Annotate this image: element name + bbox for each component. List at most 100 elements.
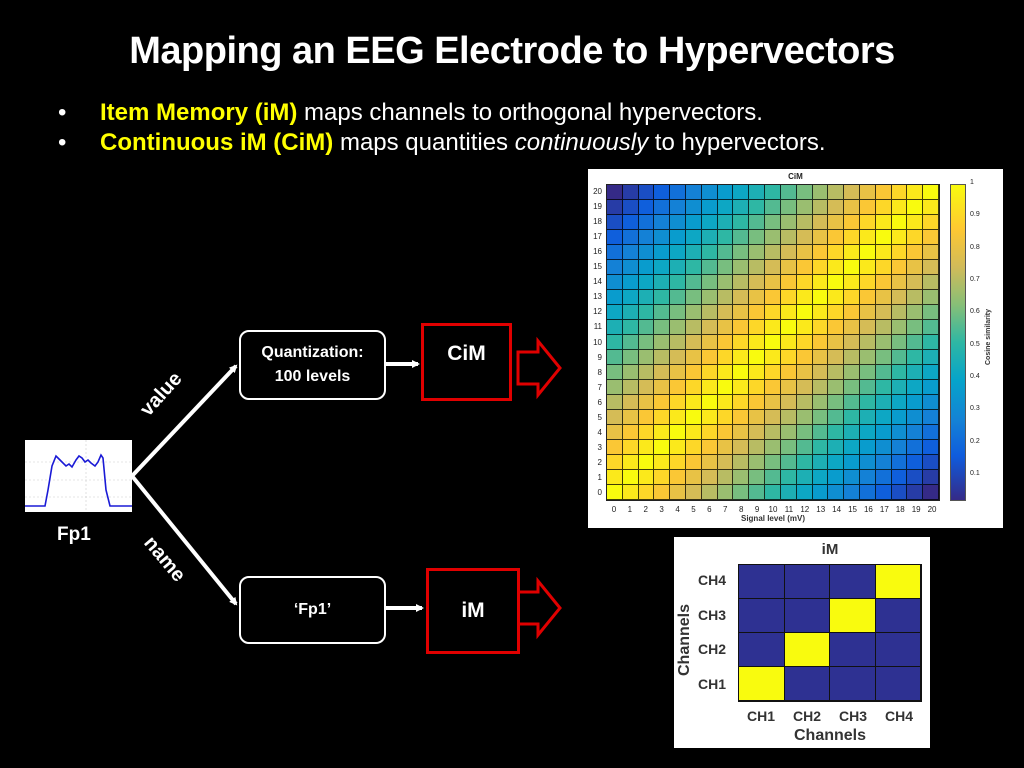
heatmap-cell bbox=[670, 380, 687, 395]
heatmap-cell bbox=[701, 440, 718, 455]
im-y-tick-label: CH1 bbox=[698, 675, 727, 692]
heatmap-cell bbox=[923, 455, 939, 470]
heatmap-cell bbox=[784, 565, 830, 599]
heatmap-cell bbox=[923, 410, 939, 425]
heatmap-cell bbox=[923, 275, 939, 290]
heatmap-cell bbox=[765, 455, 781, 470]
heatmap-cell bbox=[812, 260, 829, 275]
x-tick-label: 11 bbox=[784, 505, 794, 514]
x-tick-label: 13 bbox=[816, 505, 826, 514]
heatmap-cell bbox=[749, 215, 766, 230]
heatmap-cell bbox=[923, 485, 939, 500]
heatmap-cell bbox=[765, 230, 781, 245]
name-box-label: ‘Fp1’ bbox=[293, 601, 332, 618]
heatmap-cell bbox=[765, 305, 781, 320]
heatmap-cell bbox=[907, 275, 924, 290]
heatmap-cell bbox=[670, 395, 687, 410]
heatmap-cell bbox=[749, 185, 766, 200]
heatmap-cell bbox=[859, 215, 876, 230]
heatmap-cell bbox=[875, 215, 892, 230]
heatmap-cell bbox=[701, 365, 718, 380]
heatmap-cell bbox=[859, 380, 876, 395]
heatmap-cell bbox=[812, 395, 829, 410]
heatmap-cell bbox=[638, 350, 655, 365]
heatmap-cell bbox=[654, 260, 671, 275]
heatmap-cell bbox=[749, 380, 766, 395]
heatmap-cell bbox=[828, 260, 845, 275]
heatmap-cell bbox=[733, 290, 750, 305]
heatmap-cell bbox=[654, 275, 671, 290]
heatmap-cell bbox=[891, 245, 908, 260]
y-tick-label: 18 bbox=[593, 216, 602, 226]
heatmap-cell bbox=[686, 185, 702, 200]
heatmap-cell bbox=[812, 185, 829, 200]
heatmap-cell bbox=[607, 395, 623, 410]
heatmap-cell bbox=[607, 215, 623, 230]
heatmap-cell bbox=[765, 320, 781, 335]
heatmap-cell bbox=[701, 290, 718, 305]
heatmap-cell bbox=[638, 230, 655, 245]
heatmap-cell bbox=[907, 335, 924, 350]
x-tick-label: 6 bbox=[707, 505, 712, 514]
heatmap-cell bbox=[780, 365, 797, 380]
heatmap-cell bbox=[670, 320, 687, 335]
heatmap-cell bbox=[622, 335, 639, 350]
y-tick-label: 11 bbox=[593, 322, 602, 332]
heatmap-cell bbox=[812, 485, 829, 500]
heatmap-cell bbox=[733, 305, 750, 320]
im-box: iM bbox=[426, 568, 520, 654]
heatmap-cell bbox=[891, 215, 908, 230]
heatmap-cell bbox=[812, 365, 829, 380]
heatmap-cell bbox=[765, 200, 781, 215]
heatmap-cell bbox=[907, 290, 924, 305]
heatmap-cell bbox=[796, 380, 813, 395]
cim-box-label: CiM bbox=[447, 342, 486, 365]
heatmap-cell bbox=[622, 230, 639, 245]
heatmap-cell bbox=[812, 290, 829, 305]
heatmap-cell bbox=[796, 410, 813, 425]
heatmap-cell bbox=[717, 320, 734, 335]
heatmap-cell bbox=[875, 395, 892, 410]
heatmap-cell bbox=[765, 245, 781, 260]
heatmap-cell bbox=[923, 185, 939, 200]
heatmap-cell bbox=[686, 425, 702, 440]
heatmap-cell bbox=[907, 470, 924, 485]
heatmap-cell bbox=[765, 350, 781, 365]
heatmap-cell bbox=[828, 380, 845, 395]
heatmap-cell bbox=[622, 185, 639, 200]
heatmap-cell bbox=[859, 410, 876, 425]
heatmap-cell bbox=[780, 395, 797, 410]
heatmap-cell bbox=[686, 335, 702, 350]
heatmap-cell bbox=[749, 425, 766, 440]
heatmap-cell bbox=[749, 365, 766, 380]
heatmap-cell bbox=[686, 290, 702, 305]
heatmap-cell bbox=[654, 440, 671, 455]
heatmap-cell bbox=[686, 455, 702, 470]
im-x-tick-label: CH1 bbox=[746, 708, 775, 724]
heatmap-cell bbox=[749, 440, 766, 455]
heatmap-cell bbox=[749, 275, 766, 290]
heatmap-cell bbox=[796, 215, 813, 230]
eeg-waveform-icon bbox=[25, 440, 132, 512]
heatmap-cell bbox=[907, 440, 924, 455]
bullet-marker: • bbox=[58, 129, 67, 156]
heatmap-cell bbox=[830, 667, 876, 701]
y-tick-label: 9 bbox=[597, 352, 602, 362]
heatmap-cell bbox=[701, 320, 718, 335]
heatmap-cell bbox=[907, 395, 924, 410]
heatmap-cell bbox=[859, 425, 876, 440]
heatmap-cell bbox=[765, 215, 781, 230]
heatmap-cell bbox=[607, 485, 623, 500]
heatmap-cell bbox=[844, 230, 860, 245]
heatmap-cell bbox=[622, 215, 639, 230]
heatmap-cell bbox=[780, 380, 797, 395]
heatmap-cell bbox=[812, 200, 829, 215]
x-tick-label: 3 bbox=[659, 505, 664, 514]
heatmap-cell bbox=[923, 305, 939, 320]
heatmap-cell bbox=[859, 275, 876, 290]
heatmap-cell bbox=[686, 215, 702, 230]
heatmap-cell bbox=[701, 215, 718, 230]
heatmap-cell bbox=[686, 230, 702, 245]
quantization-box: Quantization: 100 levels bbox=[239, 330, 386, 400]
heatmap-cell bbox=[670, 470, 687, 485]
